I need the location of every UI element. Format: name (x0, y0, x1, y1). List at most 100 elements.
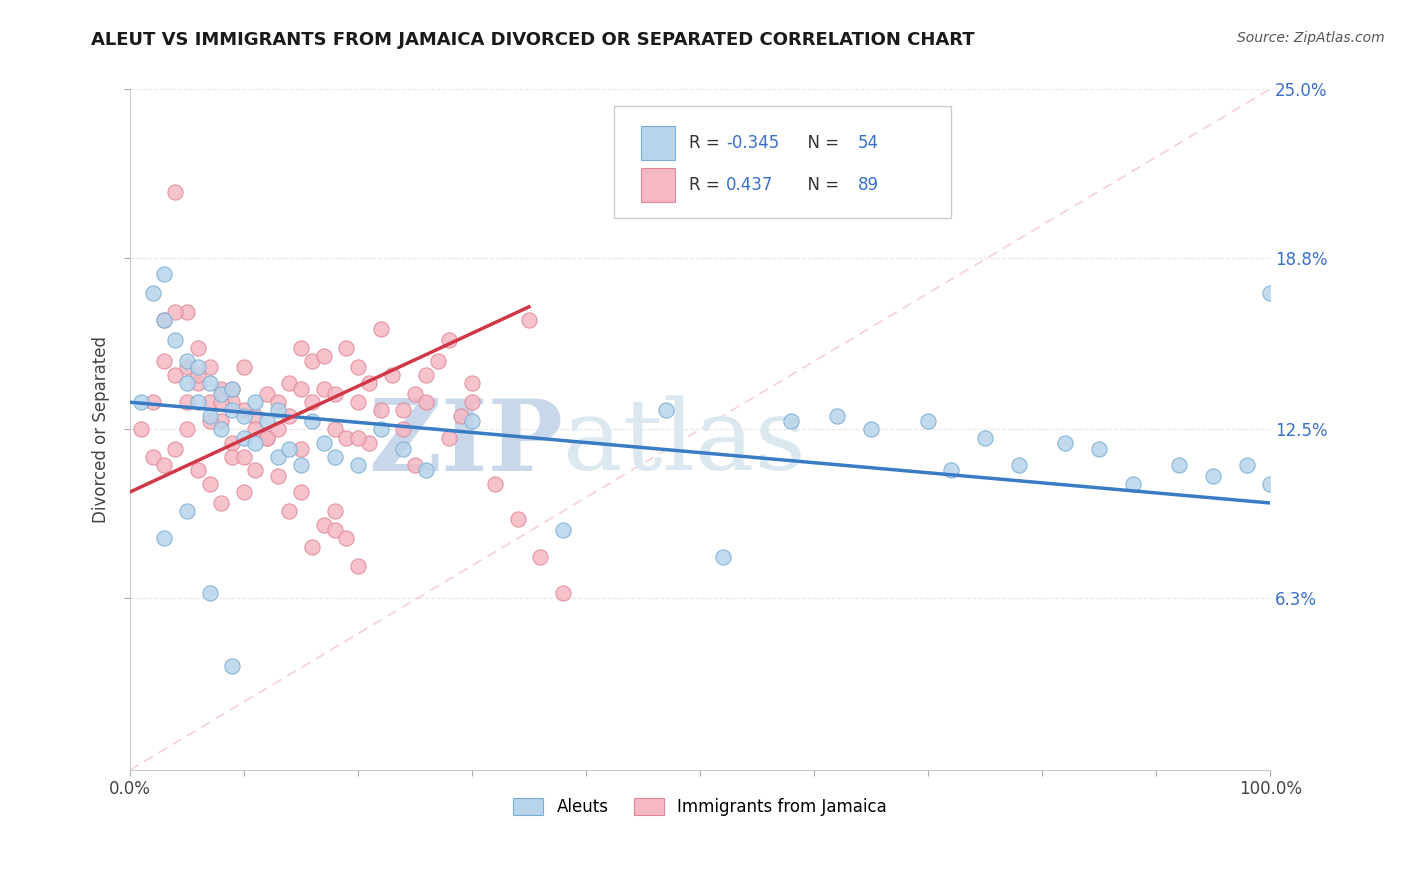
Point (323, 387, 346, 401)
Point (267, 468, 290, 483)
Point (347, 558, 370, 573)
Point (415, 463, 437, 477)
Point (245, 409, 267, 423)
Point (517, 313, 540, 327)
Point (347, 458, 370, 472)
Point (461, 395, 484, 409)
Point (506, 512, 529, 526)
Point (1168, 458, 1191, 472)
Point (165, 305, 187, 319)
Point (426, 354, 449, 368)
Point (553, 523, 575, 537)
Point (176, 359, 198, 374)
Point (153, 313, 176, 327)
Point (461, 376, 484, 391)
Point (221, 382, 243, 396)
Point (142, 286, 165, 301)
Point (1258, 477, 1281, 491)
Point (165, 186, 187, 200)
Point (290, 458, 312, 472)
Point (221, 450, 243, 464)
Point (290, 382, 312, 396)
Point (153, 458, 176, 472)
Point (221, 382, 243, 396)
Point (347, 359, 370, 374)
Point (153, 313, 176, 327)
Point (187, 376, 209, 391)
Point (278, 376, 301, 391)
Point (917, 414, 939, 428)
Point (529, 550, 551, 565)
Point (165, 442, 187, 456)
Point (323, 504, 346, 518)
Point (301, 414, 323, 428)
Point (404, 387, 426, 401)
Point (347, 395, 370, 409)
Text: N =: N = (797, 134, 845, 153)
Point (323, 422, 346, 436)
Point (176, 422, 198, 436)
Point (153, 532, 176, 546)
Point (267, 395, 290, 409)
Point (198, 477, 221, 491)
Text: R =: R = (689, 177, 730, 194)
Point (176, 354, 198, 368)
Point (187, 463, 209, 477)
Point (312, 436, 335, 450)
Point (232, 403, 254, 417)
Point (323, 523, 346, 537)
Point (153, 354, 176, 368)
Point (187, 368, 209, 382)
Point (290, 485, 312, 500)
Point (359, 376, 381, 391)
Point (267, 403, 290, 417)
Text: atlas: atlas (564, 395, 806, 491)
Point (153, 267, 176, 281)
Point (142, 395, 165, 409)
Point (860, 422, 883, 436)
Point (198, 409, 221, 423)
Point (359, 436, 381, 450)
Point (381, 368, 404, 382)
Text: ALEUT VS IMMIGRANTS FROM JAMAICA DIVORCED OR SEPARATED CORRELATION CHART: ALEUT VS IMMIGRANTS FROM JAMAICA DIVORCE… (91, 31, 974, 49)
Point (1053, 436, 1076, 450)
Text: 54: 54 (858, 134, 879, 153)
Text: -0.345: -0.345 (727, 134, 779, 153)
Point (437, 431, 460, 445)
Point (221, 659, 243, 673)
Point (221, 436, 243, 450)
Point (176, 504, 198, 518)
Point (198, 395, 221, 409)
Point (301, 540, 323, 554)
Point (176, 395, 198, 409)
FancyBboxPatch shape (614, 106, 950, 219)
Point (198, 414, 221, 428)
Point (187, 341, 209, 355)
Point (209, 414, 232, 428)
Legend: Aleuts, Immigrants from Jamaica: Aleuts, Immigrants from Jamaica (506, 791, 893, 823)
Point (1008, 458, 1031, 472)
Bar (641, 169, 675, 202)
Point (232, 431, 254, 445)
Point (232, 409, 254, 423)
Point (780, 414, 803, 428)
Y-axis label: Divorced or Separated: Divorced or Separated (93, 336, 110, 523)
Point (209, 395, 232, 409)
Point (711, 550, 734, 565)
Point (312, 382, 335, 396)
Point (461, 414, 484, 428)
Text: R =: R = (689, 134, 724, 153)
Point (1258, 286, 1281, 301)
Point (187, 359, 209, 374)
Point (437, 333, 460, 347)
Point (301, 395, 323, 409)
Point (165, 333, 187, 347)
Point (267, 450, 290, 464)
Point (245, 436, 267, 450)
Point (187, 395, 209, 409)
Point (209, 387, 232, 401)
Text: N =: N = (797, 177, 845, 194)
Point (450, 409, 472, 423)
Point (232, 359, 254, 374)
Point (370, 321, 392, 335)
